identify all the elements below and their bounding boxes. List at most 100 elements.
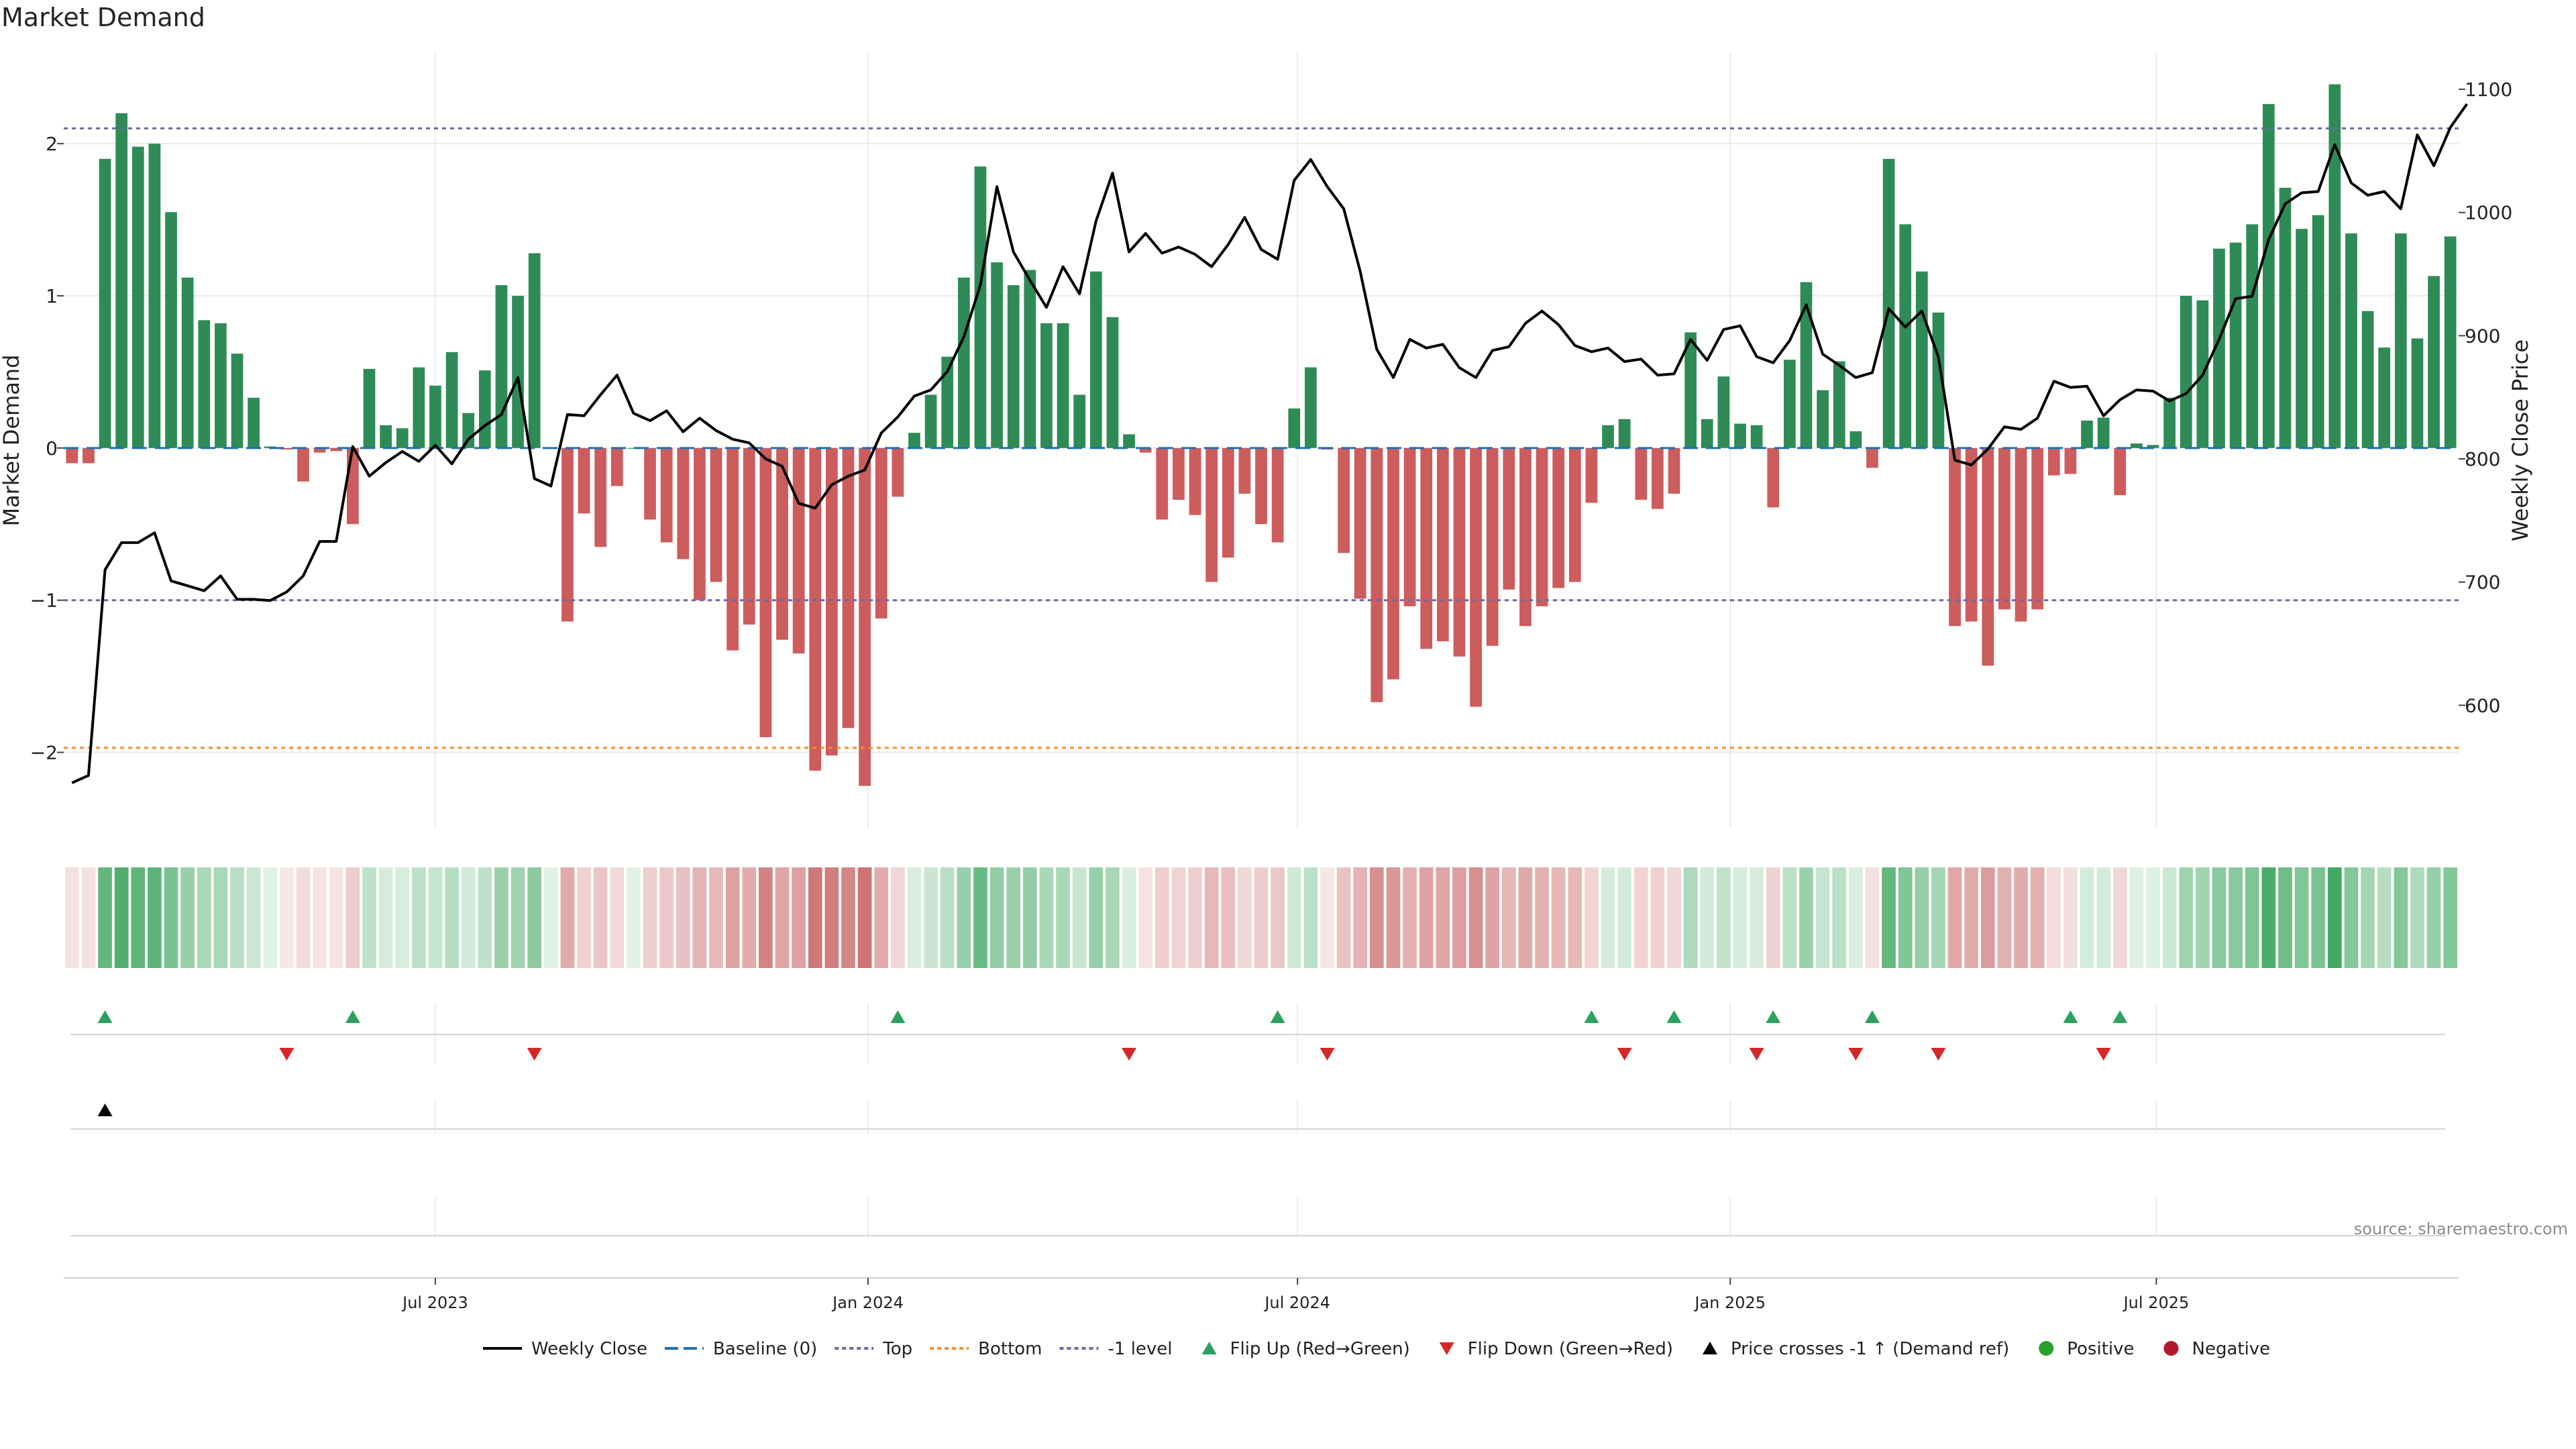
demand-bar xyxy=(743,447,755,625)
demand-bar xyxy=(2444,236,2457,448)
heat-cell xyxy=(345,867,360,968)
demand-bar xyxy=(1849,431,1862,448)
demand-bar xyxy=(181,277,194,448)
demand-bar xyxy=(1420,447,1433,649)
demand-bar xyxy=(512,295,524,448)
demand-bar xyxy=(1635,447,1648,500)
heat-cell xyxy=(131,867,146,968)
demand-bar xyxy=(1519,447,1532,627)
heat-cell xyxy=(577,867,591,968)
heat-cell xyxy=(1089,867,1104,968)
demand-bar xyxy=(1238,447,1251,494)
heat-cell xyxy=(1667,867,1681,968)
demand-bar xyxy=(1271,447,1284,543)
demand-bar xyxy=(825,447,838,756)
heat-cell xyxy=(874,867,889,968)
heat-cell xyxy=(1535,867,1549,968)
demand-bar xyxy=(859,447,871,786)
demand-bar xyxy=(1503,447,1515,590)
demand-bar xyxy=(561,447,574,622)
price-line-group xyxy=(71,103,2468,784)
heat-cell xyxy=(527,867,542,968)
demand-bar xyxy=(1387,447,1399,680)
demand-bar xyxy=(1288,408,1301,448)
heat-cell xyxy=(412,867,426,968)
demand-bar xyxy=(462,413,475,448)
heat-cell xyxy=(1683,867,1698,968)
demand-bar xyxy=(677,447,690,559)
demand-bar xyxy=(1717,376,1730,448)
demand-bar xyxy=(2163,397,2176,448)
heat-cell xyxy=(808,867,822,968)
flip-up-marker xyxy=(1666,1010,1682,1023)
demand-bar xyxy=(710,447,722,582)
heat-cell xyxy=(329,867,343,968)
signal-panels xyxy=(70,1003,2445,1238)
heat-cell xyxy=(378,867,393,968)
heat-cell xyxy=(445,867,459,968)
demand-bar xyxy=(1139,447,1152,453)
heat-cell xyxy=(1353,867,1368,968)
demand-bar xyxy=(1453,447,1466,657)
demand-bar xyxy=(1173,447,1185,500)
heat-cell xyxy=(1898,867,1913,968)
x-tick-label: Jan 2024 xyxy=(831,1293,904,1312)
flip-down-marker xyxy=(1617,1048,1632,1061)
demand-bar xyxy=(644,447,656,520)
heat-cell xyxy=(197,867,211,968)
demand-bar xyxy=(694,447,706,600)
heat-cell xyxy=(1221,867,1236,968)
demand-bar xyxy=(1750,425,1763,448)
demand-bar xyxy=(1123,434,1135,448)
heat-cell xyxy=(1485,867,1500,968)
legend-label: Top xyxy=(882,1339,912,1359)
demand-bar xyxy=(792,447,805,654)
heat-cell xyxy=(478,867,492,968)
heat-cell xyxy=(659,867,674,968)
heat-cell xyxy=(989,867,1004,968)
heat-cell xyxy=(461,867,476,968)
demand-bar xyxy=(198,320,211,448)
heat-cell xyxy=(775,867,790,968)
heat-cell xyxy=(1188,867,1202,968)
heat-cell xyxy=(1403,867,1417,968)
demand-bar xyxy=(1040,323,1053,448)
demand-bar xyxy=(1618,419,1631,448)
demand-bar xyxy=(1007,285,1020,448)
demand-bar xyxy=(2428,276,2440,448)
heat-cell xyxy=(2344,867,2359,968)
right-axis-title: Weekly Close Price xyxy=(2508,339,2533,541)
flip-down-marker xyxy=(1848,1048,1864,1061)
heat-cell xyxy=(2112,867,2127,968)
heat-cell xyxy=(2014,867,2028,968)
flip-up-marker xyxy=(1270,1010,1285,1023)
demand-bar xyxy=(363,368,376,448)
demand-bar xyxy=(2097,417,2110,448)
heat-cell xyxy=(2179,867,2194,968)
right-tick-label: 1000 xyxy=(2465,202,2512,224)
demand-bar xyxy=(66,447,78,464)
demand-bar xyxy=(297,447,309,482)
demand-bar xyxy=(2262,104,2275,448)
heat-cell xyxy=(1419,867,1434,968)
demand-bar xyxy=(1568,447,1581,582)
demand-bar xyxy=(1304,367,1317,448)
heat-cell xyxy=(428,867,443,968)
heat-cell xyxy=(1287,867,1301,968)
demand-bar xyxy=(2147,445,2159,448)
legend-label: Flip Up (Red→Green) xyxy=(1230,1339,1410,1359)
x-tick-label: Jul 2025 xyxy=(2123,1293,2190,1312)
demand-bar xyxy=(313,447,326,453)
heat-cell xyxy=(230,867,244,968)
heat-cell xyxy=(725,867,740,968)
demand-bar xyxy=(330,447,343,451)
right-tick-label: 900 xyxy=(2465,325,2500,347)
demand-bar xyxy=(413,367,425,448)
demand-bar xyxy=(1949,447,1961,627)
demand-bar xyxy=(809,447,822,771)
demand-bar xyxy=(2296,229,2308,448)
demand-bar xyxy=(1701,419,1713,448)
demand-bar xyxy=(1982,447,1994,666)
demand-bar xyxy=(1767,447,1780,508)
demand-bar xyxy=(2246,224,2259,448)
